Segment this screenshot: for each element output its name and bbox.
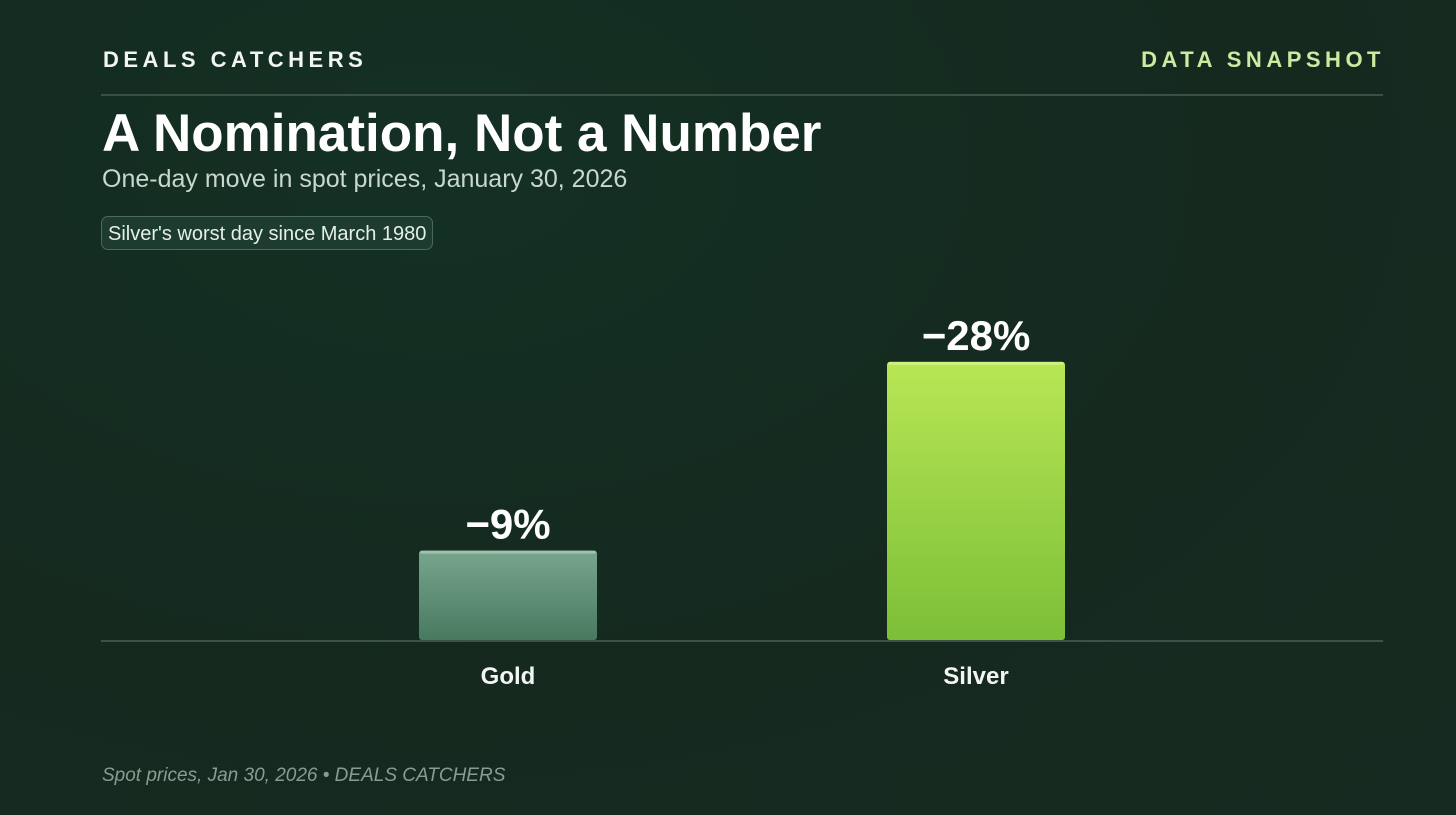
bar-gold	[419, 550, 597, 640]
source-note: Spot prices, Jan 30, 2026 • DEALS CATCHE…	[102, 765, 506, 786]
brand-name: DEALS CATCHERS	[103, 47, 368, 72]
category-label-gold: Gold	[481, 663, 536, 690]
chart-title: A Nomination, Not a Number	[102, 104, 822, 163]
bar-highlight-silver	[888, 361, 1064, 365]
callout-badge: Silver's worst day since March 1980	[101, 216, 434, 250]
bar-highlight-gold	[420, 550, 596, 554]
header-divider	[101, 94, 1383, 96]
section-tag: DATA SNAPSHOT	[1141, 47, 1385, 72]
category-label-silver: Silver	[943, 663, 1008, 690]
bar-silver	[887, 361, 1065, 640]
value-label-gold: −9%	[465, 501, 550, 548]
chart-subtitle: One-day move in spot prices, January 30,…	[102, 165, 628, 193]
value-label-silver: −28%	[922, 312, 1031, 359]
